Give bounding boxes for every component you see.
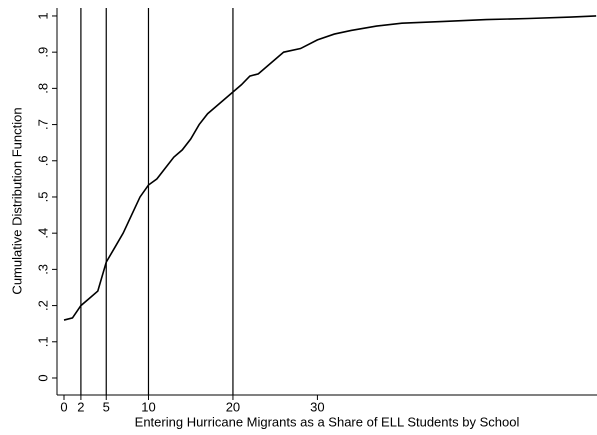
y-tick-label: .3 (35, 264, 50, 275)
y-tick-label: 0 (35, 374, 50, 381)
y-tick-label: .6 (35, 155, 50, 166)
y-tick-label: .7 (35, 119, 50, 130)
cdf-line (63, 15, 597, 321)
y-axis-title: Cumulative Distribution Function (9, 107, 24, 294)
y-tick-label: .1 (35, 336, 50, 347)
y-tick-label: .2 (35, 300, 50, 311)
x-tick-label: 5 (103, 399, 110, 414)
x-axis-title: Entering Hurricane Migrants as a Share o… (135, 414, 520, 429)
x-tick-label: 30 (310, 399, 324, 414)
y-tick-label: .5 (35, 192, 50, 203)
x-tick-label: 2 (77, 399, 84, 414)
y-tick-label: .9 (35, 47, 50, 58)
y-tick-label: 1 (35, 12, 50, 19)
y-tick-label: .8 (35, 83, 50, 94)
x-tick-label: 0 (60, 399, 67, 414)
y-tick-label: .4 (35, 228, 50, 239)
x-tick-label: 10 (141, 399, 155, 414)
x-tick-label: 20 (226, 399, 240, 414)
